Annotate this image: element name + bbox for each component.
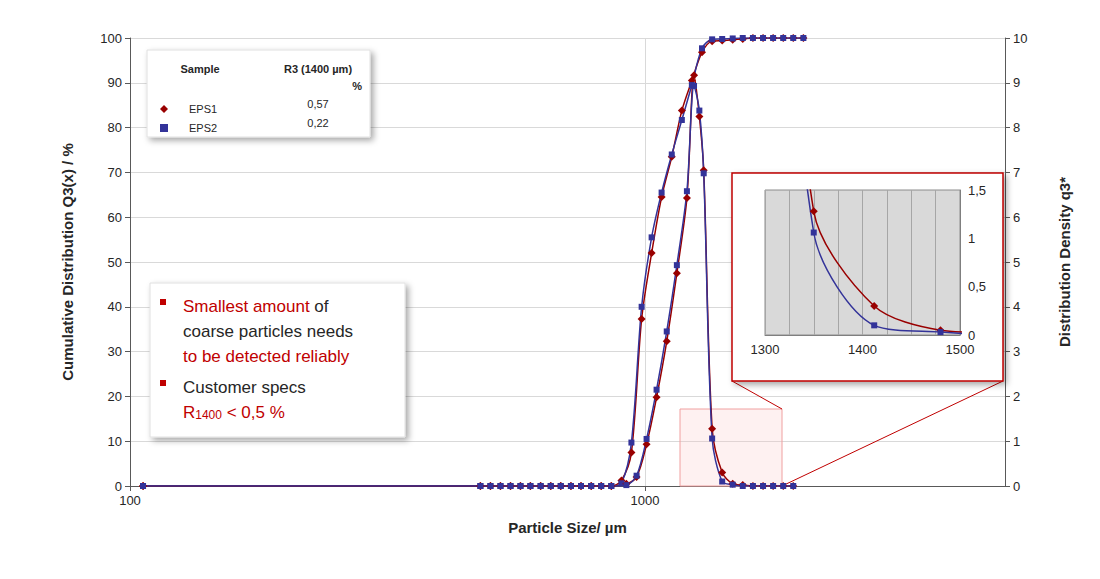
svg-text:8: 8: [1013, 120, 1020, 135]
svg-text:EPS2: EPS2: [189, 122, 217, 134]
svg-text:Smallest amount: Smallest amount: [183, 297, 310, 316]
svg-text:1: 1: [1013, 434, 1020, 449]
svg-text:1: 1: [968, 231, 975, 246]
svg-text:10: 10: [1013, 31, 1027, 46]
svg-text:%: %: [352, 80, 362, 92]
svg-text:1300: 1300: [751, 342, 780, 357]
svg-text:coarse particles needs: coarse particles needs: [183, 322, 353, 341]
svg-text:6: 6: [1013, 210, 1020, 225]
svg-text:30: 30: [108, 344, 122, 359]
svg-text:< 0,5 %: < 0,5 %: [222, 403, 285, 422]
svg-text:0,5: 0,5: [968, 279, 986, 294]
svg-text:1,5: 1,5: [968, 183, 986, 198]
svg-text:to be detected reliably: to be detected reliably: [183, 347, 350, 366]
svg-text:0: 0: [1013, 479, 1020, 494]
svg-text:2: 2: [1013, 389, 1020, 404]
svg-text:0,22: 0,22: [307, 117, 328, 129]
svg-text:70: 70: [108, 165, 122, 180]
svg-text:100: 100: [119, 493, 141, 508]
svg-text:EPS1: EPS1: [189, 103, 217, 115]
svg-text:Particle Size/ µm: Particle Size/ µm: [508, 519, 627, 536]
svg-text:7: 7: [1013, 165, 1020, 180]
svg-text:3: 3: [1013, 344, 1020, 359]
svg-text:20: 20: [108, 389, 122, 404]
svg-text:1000: 1000: [631, 493, 660, 508]
svg-text:0,57: 0,57: [307, 98, 328, 110]
svg-text:1500: 1500: [946, 342, 975, 357]
svg-text:0: 0: [115, 479, 122, 494]
svg-text:Sample: Sample: [180, 63, 219, 75]
svg-text:1400: 1400: [195, 408, 222, 422]
svg-text:Cumulative Distribution Q3(x): Cumulative Distribution Q3(x) / %: [59, 143, 76, 381]
svg-text:of: of: [310, 297, 329, 316]
svg-text:60: 60: [108, 210, 122, 225]
svg-text:10: 10: [108, 434, 122, 449]
svg-text:1400: 1400: [848, 342, 877, 357]
svg-text:9: 9: [1013, 75, 1020, 90]
svg-text:Distribution Density q3*: Distribution Density q3*: [1056, 177, 1073, 347]
svg-text:40: 40: [108, 299, 122, 314]
svg-text:5: 5: [1013, 255, 1020, 270]
svg-text:R: R: [183, 403, 195, 422]
svg-text:R3 (1400 µm): R3 (1400 µm): [284, 63, 352, 75]
svg-text:4: 4: [1013, 299, 1020, 314]
svg-text:0: 0: [968, 328, 975, 343]
svg-text:90: 90: [108, 75, 122, 90]
svg-text:80: 80: [108, 120, 122, 135]
svg-text:Customer specs: Customer specs: [183, 378, 306, 397]
svg-text:50: 50: [108, 255, 122, 270]
svg-text:100: 100: [100, 31, 122, 46]
